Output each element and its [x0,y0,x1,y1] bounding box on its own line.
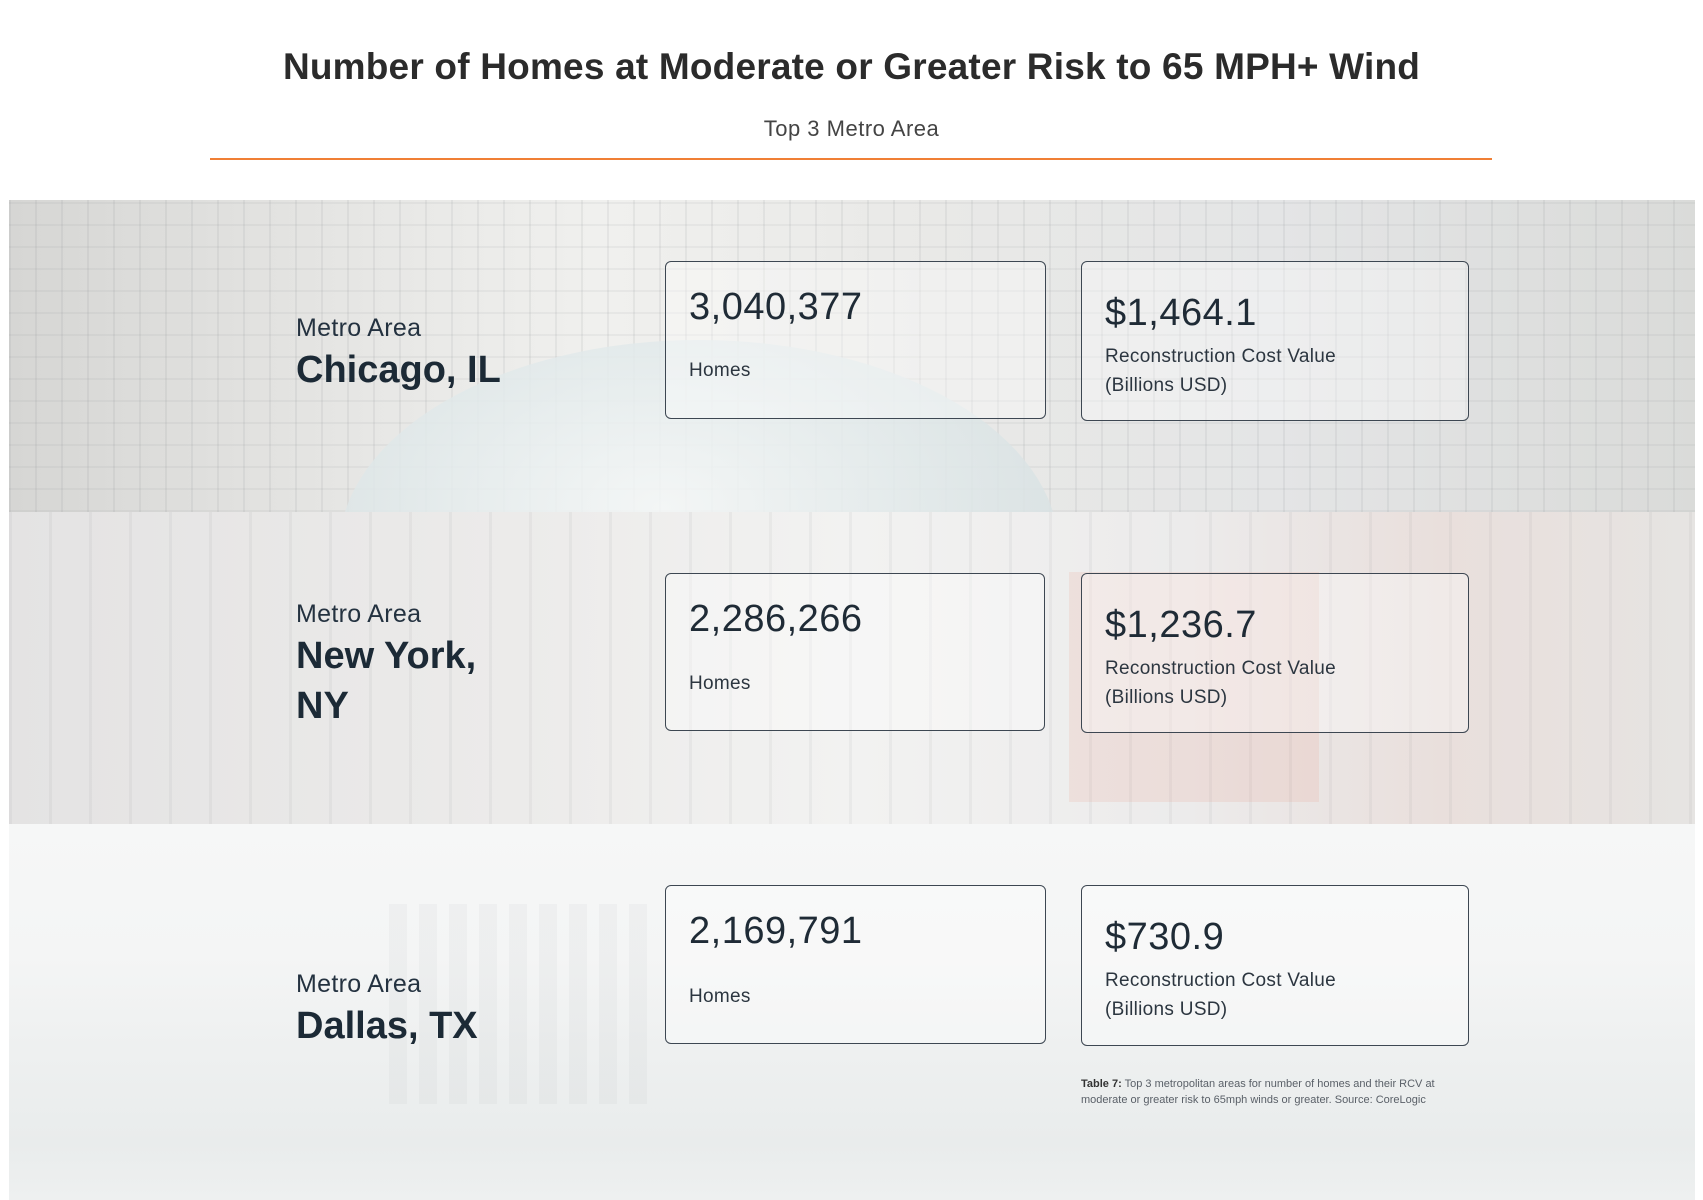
metro-name: Dallas, TX [296,1005,478,1047]
rcv-box-dallas: $730.9 Reconstruction Cost Value (Billio… [1081,885,1469,1046]
rcv-label-line2: (Billions USD) [1105,999,1228,1020]
rcv-label-line2: (Billions USD) [1105,375,1228,396]
homes-label: Homes [689,360,751,381]
homes-box-new-york: 2,286,266 Homes [665,573,1045,731]
metro-dallas: Metro Area Dallas, TX [296,970,616,1051]
rcv-label: Reconstruction Cost Value (Billions USD) [1105,654,1336,712]
metro-chicago: Metro Area Chicago, IL [296,314,616,395]
rcv-label: Reconstruction Cost Value (Billions USD) [1105,966,1336,1024]
rcv-label-line1: Reconstruction Cost Value [1105,346,1337,367]
page-title: Number of Homes at Moderate or Greater R… [282,46,1421,87]
billboard-image [1069,572,1319,802]
dallas-skyline-image [389,904,649,1104]
table-footnote: Table 7: Top 3 metropolitan areas for nu… [1081,1076,1471,1108]
metro-name: New York, NY [296,635,477,727]
homes-label: Homes [689,673,751,694]
metro-band-chicago [9,200,1695,512]
rcv-value: $1,464.1 [1105,292,1257,334]
new-york-background-image [9,512,1695,824]
metro-label: Metro Area [296,970,422,998]
metro-band-dallas [9,824,1695,1200]
rcv-label-line1: Reconstruction Cost Value [1105,970,1337,991]
rcv-label-line2: (Billions USD) [1105,687,1228,708]
metro-label: Metro Area [296,314,422,342]
page-subtitle: Top 3 Metro Area [763,116,940,141]
metro-new-york: Metro Area New York, NY [296,600,526,731]
dallas-background-image [9,824,1695,1200]
rcv-box-new-york: $1,236.7 Reconstruction Cost Value (Bill… [1081,573,1469,733]
footnote-table-label: Table 7: [1081,1078,1122,1090]
metro-label: Metro Area [296,600,422,628]
metro-band-new-york [9,512,1695,824]
homes-value: 3,040,377 [689,286,863,328]
homes-value: 2,169,791 [689,910,863,952]
rcv-label-line1: Reconstruction Cost Value [1105,658,1337,679]
title-divider [210,158,1492,160]
metro-name: Chicago, IL [296,349,501,391]
rcv-value: $730.9 [1105,916,1225,958]
homes-value: 2,286,266 [689,598,863,640]
rcv-value: $1,236.7 [1105,604,1257,646]
rcv-box-chicago: $1,464.1 Reconstruction Cost Value (Bill… [1081,261,1469,421]
homes-box-chicago: 3,040,377 Homes [665,261,1046,419]
homes-box-dallas: 2,169,791 Homes [665,885,1046,1044]
homes-label: Homes [689,986,751,1007]
footnote-text: Top 3 metropolitan areas for number of h… [1081,1078,1435,1106]
rcv-label: Reconstruction Cost Value (Billions USD) [1105,342,1336,400]
